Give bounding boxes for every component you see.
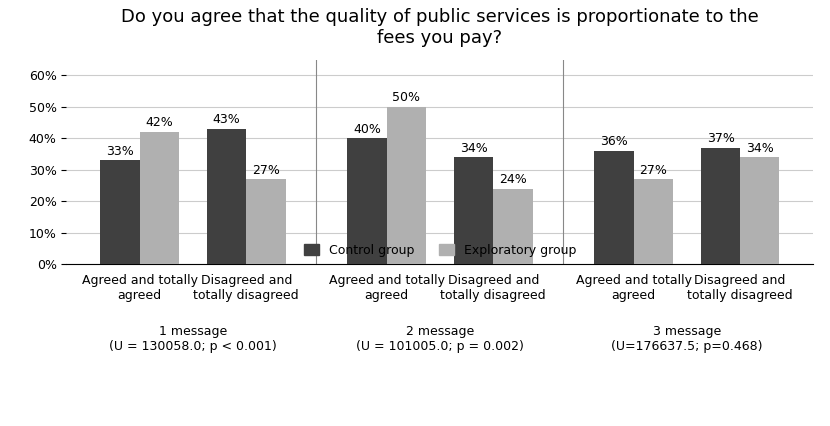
Bar [594,151,633,264]
Text: 43%: 43% [212,113,241,127]
Text: 42%: 42% [145,116,173,130]
Bar [740,157,779,264]
Text: 2 message
(U = 101005.0; p = 0.002): 2 message (U = 101005.0; p = 0.002) [356,325,524,354]
Title: Do you agree that the quality of public services is proportionate to the
fees yo: Do you agree that the quality of public … [121,8,759,47]
Text: 34%: 34% [460,141,487,155]
Bar [100,160,139,264]
Bar [347,138,387,264]
Bar [247,179,286,264]
Text: 27%: 27% [639,164,667,177]
Text: 27%: 27% [252,164,280,177]
Text: 1 message
(U = 130058.0; p < 0.001): 1 message (U = 130058.0; p < 0.001) [109,325,277,354]
Text: 37%: 37% [706,132,735,145]
Bar [139,132,179,264]
Text: 3 message
(U=176637.5; p=0.468): 3 message (U=176637.5; p=0.468) [611,325,763,354]
Text: 33%: 33% [106,145,134,158]
Bar [701,148,740,264]
Text: 36%: 36% [600,135,627,148]
Legend: Control group, Exploratory group: Control group, Exploratory group [299,239,581,262]
Bar [493,189,533,264]
Bar [454,157,493,264]
Text: 24%: 24% [499,173,527,186]
Text: 40%: 40% [353,123,381,136]
Bar [387,107,426,264]
Bar [207,129,247,264]
Bar [633,179,673,264]
Text: 34%: 34% [746,141,774,155]
Text: 50%: 50% [393,91,420,104]
